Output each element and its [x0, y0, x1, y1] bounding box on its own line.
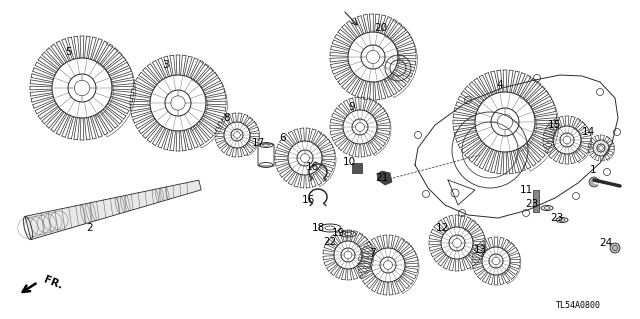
Text: FR.: FR.: [42, 275, 64, 291]
Circle shape: [589, 177, 599, 187]
Text: 23: 23: [550, 213, 564, 223]
Text: 15: 15: [547, 120, 561, 130]
Text: 7: 7: [369, 248, 375, 258]
Text: 22: 22: [323, 237, 337, 247]
Bar: [352, 163, 362, 173]
Text: 2: 2: [86, 223, 93, 233]
Text: 8: 8: [224, 113, 230, 123]
Circle shape: [610, 243, 620, 253]
Text: 14: 14: [581, 127, 595, 137]
Text: 4: 4: [497, 80, 503, 90]
Text: 19: 19: [332, 228, 344, 238]
Text: 24: 24: [600, 238, 612, 248]
Text: 13: 13: [474, 245, 486, 255]
Text: 9: 9: [349, 102, 355, 112]
Text: 10: 10: [342, 157, 356, 167]
Text: 3: 3: [162, 60, 168, 70]
Polygon shape: [377, 171, 392, 185]
Polygon shape: [25, 180, 201, 240]
Text: 18: 18: [312, 223, 324, 233]
Text: 6: 6: [280, 133, 286, 143]
Text: 17: 17: [252, 138, 264, 148]
Bar: [533, 190, 539, 212]
Text: TL54A0800: TL54A0800: [556, 301, 601, 310]
Text: 21: 21: [376, 173, 388, 183]
Text: 5: 5: [65, 47, 71, 57]
Text: 1: 1: [589, 165, 596, 175]
Text: 16: 16: [305, 162, 319, 172]
Text: 11: 11: [520, 185, 532, 195]
Text: 16: 16: [301, 195, 315, 205]
Text: 20: 20: [374, 23, 388, 33]
Text: 23: 23: [525, 199, 539, 209]
Text: 12: 12: [435, 223, 449, 233]
